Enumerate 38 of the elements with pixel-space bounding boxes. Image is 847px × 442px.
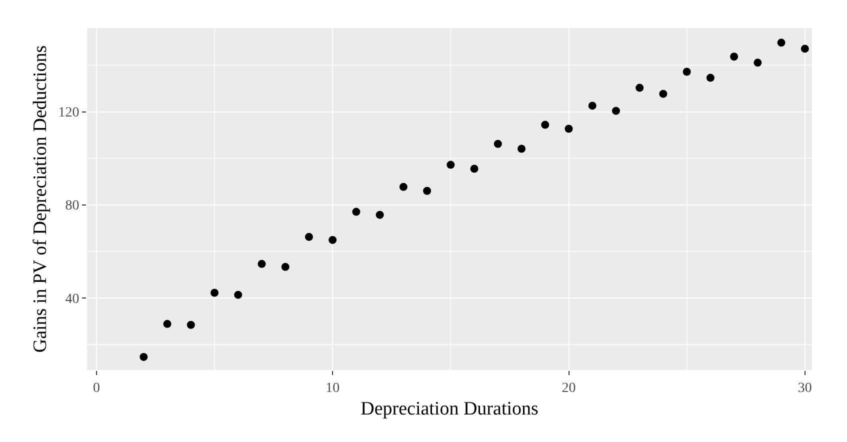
point xyxy=(636,84,644,92)
x-tick-label: 10 xyxy=(326,380,340,396)
point xyxy=(281,262,290,271)
point xyxy=(588,102,596,110)
x-tick-label: 30 xyxy=(798,380,812,396)
point xyxy=(612,106,620,115)
x-axis-title: Depreciation Durations xyxy=(360,398,538,420)
point xyxy=(541,120,550,129)
point xyxy=(446,160,455,169)
point xyxy=(730,52,738,61)
point xyxy=(494,140,502,148)
point xyxy=(163,320,172,328)
point xyxy=(186,320,195,329)
point xyxy=(210,288,219,297)
point xyxy=(754,58,762,67)
point xyxy=(800,44,809,53)
point xyxy=(706,74,714,82)
point xyxy=(423,186,432,195)
y-axis-title: Gains in PV of Depreciation Deductions xyxy=(30,45,52,353)
point xyxy=(258,260,266,268)
point xyxy=(328,236,337,244)
point xyxy=(659,90,668,98)
point xyxy=(777,38,786,47)
point xyxy=(352,208,360,216)
point xyxy=(304,232,313,241)
point xyxy=(682,68,691,76)
y-tick-label: 80 xyxy=(65,198,80,214)
point xyxy=(399,182,408,191)
y-tick-label: 120 xyxy=(58,106,80,121)
point xyxy=(564,124,573,133)
point xyxy=(376,210,384,219)
point xyxy=(518,144,526,153)
y-tick-label: 40 xyxy=(65,292,80,307)
point xyxy=(234,290,242,299)
x-tick-label: 20 xyxy=(562,380,576,396)
x-tick-label: 0 xyxy=(92,380,100,396)
point xyxy=(470,164,478,173)
point xyxy=(140,352,148,361)
